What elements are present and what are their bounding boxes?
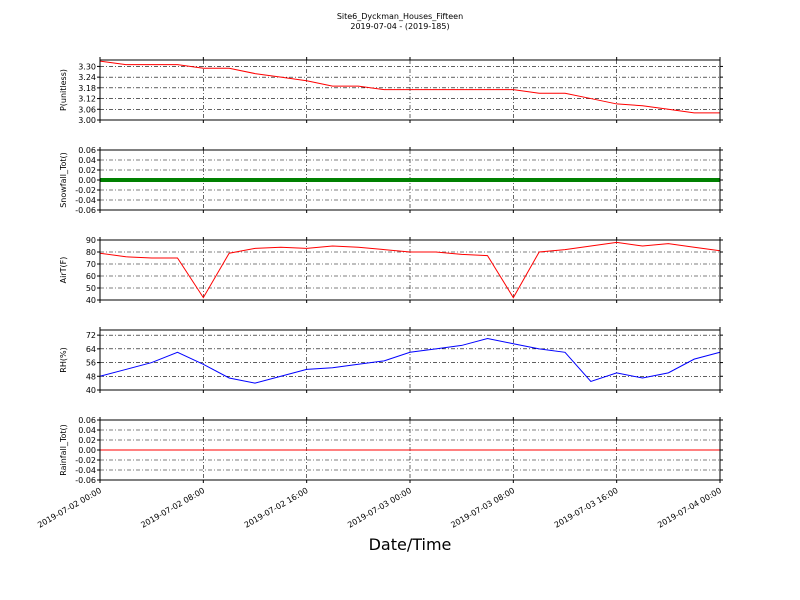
- y-tick-label: 70: [86, 260, 96, 269]
- x-tick-label: 2019-07-02 08:00: [139, 486, 206, 530]
- y-tick-label: 3.12: [78, 95, 96, 104]
- y-tick-label: 0.04: [78, 426, 96, 435]
- x-tick-label: 2019-07-03 00:00: [346, 486, 413, 530]
- y-axis-label: AirT(F): [59, 257, 68, 284]
- y-tick-label: 80: [86, 248, 96, 257]
- plot-frame: [99, 419, 721, 481]
- plot-frame: [99, 329, 721, 391]
- y-tick-label: -0.04: [75, 196, 96, 205]
- x-tick-label: 2019-07-02 00:00: [36, 486, 103, 530]
- y-axis-label: Rainfall_Tot(): [59, 424, 68, 476]
- y-tick-label: 60: [86, 272, 96, 281]
- chart-title: Site6_Dyckman_Houses_Fifteen: [337, 12, 463, 21]
- plot-frame: [99, 149, 721, 211]
- data-line: [99, 338, 721, 384]
- x-tick-label: 2019-07-04 00:00: [656, 486, 723, 530]
- plot-frame: [99, 59, 721, 121]
- y-tick-label: 0.02: [78, 436, 96, 445]
- plot-frame: [99, 239, 721, 301]
- y-axis-label: P(unitless): [59, 69, 68, 111]
- y-tick-label: 0.06: [78, 416, 96, 425]
- y-tick-label: -0.06: [75, 476, 96, 485]
- y-tick-label: -0.02: [75, 186, 96, 195]
- y-tick-label: 3.18: [78, 84, 96, 93]
- data-line: [99, 60, 720, 114]
- y-tick-label: -0.06: [75, 206, 96, 215]
- chart-subtitle: 2019-07-04 - (2019-185): [350, 22, 449, 31]
- y-tick-label: -0.02: [75, 456, 96, 465]
- y-tick-label: 40: [86, 296, 96, 305]
- y-axis-label: Snowfall_Tot(): [59, 152, 68, 208]
- y-tick-label: 0.04: [78, 156, 96, 165]
- y-tick-label: 0.00: [78, 176, 96, 185]
- y-tick-label: 90: [86, 236, 96, 245]
- y-tick-label: 3.00: [78, 116, 96, 125]
- y-tick-label: -0.04: [75, 466, 96, 475]
- x-axis-label: Date/Time: [369, 535, 452, 554]
- y-tick-label: 40: [86, 386, 96, 395]
- y-tick-label: 64: [86, 345, 96, 354]
- y-tick-label: 50: [86, 284, 96, 293]
- y-tick-label: 3.30: [78, 62, 96, 71]
- x-tick-label: 2019-07-02 16:00: [243, 486, 310, 530]
- y-tick-label: 72: [86, 331, 96, 340]
- y-tick-label: 0.02: [78, 166, 96, 175]
- y-tick-label: 3.06: [78, 105, 96, 114]
- y-tick-label: 56: [86, 359, 96, 368]
- y-tick-label: 3.24: [78, 73, 96, 82]
- y-tick-label: 48: [86, 372, 96, 381]
- y-tick-label: 0.00: [78, 446, 96, 455]
- x-tick-label: 2019-07-03 16:00: [553, 486, 620, 530]
- data-line: [99, 241, 721, 299]
- x-tick-label: 2019-07-03 08:00: [449, 486, 516, 530]
- y-axis-label: RH(%): [59, 347, 68, 372]
- y-tick-label: 0.06: [78, 146, 96, 155]
